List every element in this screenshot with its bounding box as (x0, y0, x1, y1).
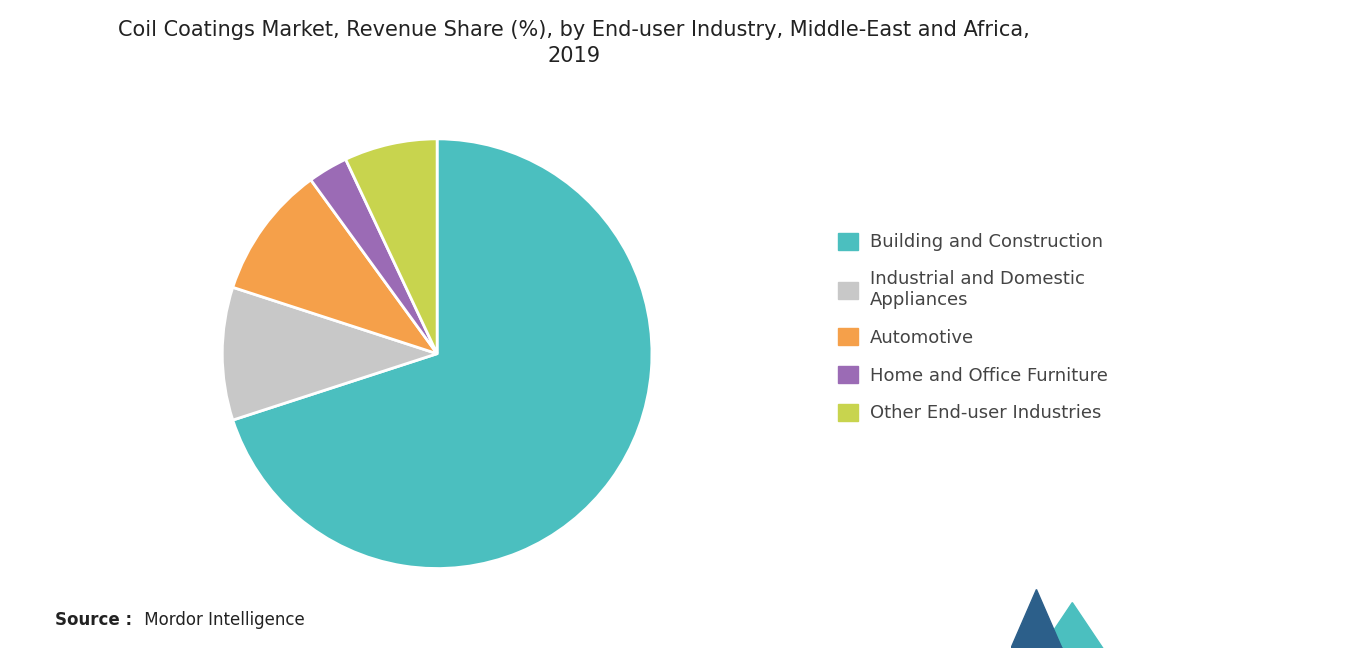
Wedge shape (346, 139, 437, 354)
Polygon shape (1042, 616, 1063, 648)
Polygon shape (1011, 590, 1063, 648)
Wedge shape (223, 288, 437, 420)
Text: Source :: Source : (55, 611, 131, 629)
Wedge shape (232, 139, 652, 569)
Text: Coil Coatings Market, Revenue Share (%), by End-user Industry, Middle-East and A: Coil Coatings Market, Revenue Share (%),… (117, 20, 1030, 66)
Wedge shape (311, 159, 437, 354)
Polygon shape (1042, 603, 1104, 648)
Wedge shape (232, 180, 437, 354)
Legend: Building and Construction, Industrial and Domestic
Appliances, Automotive, Home : Building and Construction, Industrial an… (829, 223, 1117, 432)
Text: Mordor Intelligence: Mordor Intelligence (139, 611, 305, 629)
